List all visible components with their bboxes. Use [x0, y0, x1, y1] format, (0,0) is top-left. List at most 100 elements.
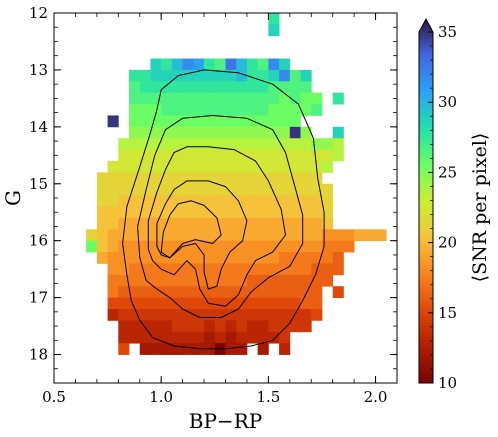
heatmap-cell: [300, 309, 312, 321]
heatmap-cell: [193, 331, 205, 344]
heatmap-cell: [268, 149, 280, 162]
heatmap-cell: [236, 206, 248, 219]
heatmap-cell: [193, 263, 205, 276]
heatmap-cell: [129, 217, 141, 230]
heatmap-cell: [321, 161, 334, 173]
heatmap-cell: [118, 138, 130, 151]
heatmap-cell: [225, 309, 237, 321]
heatmap-cell: [129, 172, 141, 185]
heatmap-cell: [139, 115, 151, 128]
heatmap-cell: [139, 183, 151, 196]
heatmap-cell: [150, 229, 162, 242]
heatmap-cell: [171, 240, 184, 253]
heatmap-cell: [225, 126, 237, 139]
contour-line: [147, 146, 286, 307]
heatmap-cell: [129, 274, 141, 287]
heatmap-cell: [182, 172, 194, 185]
heatmap-cell: [225, 229, 237, 242]
heatmap-cell: [300, 161, 312, 173]
heatmap-cell: [150, 104, 162, 116]
heatmap-cell: [279, 195, 291, 207]
heatmap-cell: [300, 286, 312, 299]
heatmap-cell: [150, 343, 162, 355]
heatmap-cell: [171, 149, 184, 162]
contour-line: [156, 180, 248, 290]
heatmap-cell: [246, 331, 259, 344]
heatmap-cell: [171, 274, 184, 287]
heatmap-cell: [257, 263, 269, 276]
heatmap-cell: [246, 263, 259, 276]
heatmap-cell: [139, 229, 151, 242]
heatmap-cell: [139, 104, 151, 116]
heatmap-cell: [279, 252, 291, 264]
heatmap-cell: [321, 217, 334, 230]
heatmap-cell: [257, 161, 269, 173]
heatmap-cell: [300, 138, 312, 151]
heatmap-cell: [289, 309, 301, 321]
heatmap-cell: [193, 92, 205, 105]
heatmap-cell: [257, 69, 269, 82]
heatmap-cell: [225, 343, 237, 355]
heatmap-cell: [129, 252, 141, 264]
heatmap-cell: [171, 195, 184, 207]
heatmap-cell: [182, 206, 194, 219]
heatmap-cell: [246, 183, 259, 196]
heatmap-cell: [171, 331, 184, 344]
heatmap-cell: [129, 206, 141, 219]
heatmap-cell: [236, 183, 248, 196]
heatmap-cell: [321, 252, 334, 264]
heatmap-cell: [129, 229, 141, 242]
heatmap-cell: [214, 263, 226, 276]
heatmap-cell: [225, 81, 237, 94]
heatmap-cell: [268, 183, 280, 196]
heatmap-cell: [118, 297, 130, 310]
heatmap-cell: [225, 331, 237, 344]
heatmap-cell: [150, 58, 162, 71]
heatmap-cell: [225, 217, 237, 230]
heatmap-cell: [300, 206, 312, 219]
heatmap-cell: [171, 343, 184, 355]
heatmap-cell: [268, 263, 280, 276]
heatmap-cell: [246, 69, 259, 82]
heatmap-cell: [96, 195, 108, 207]
heatmap-cell: [96, 172, 108, 185]
heatmap-cell: [118, 195, 130, 207]
heatmap-cell: [161, 320, 173, 333]
heatmap-cell: [204, 195, 216, 207]
heatmap-cell: [300, 263, 312, 276]
heatmap-cell: [161, 252, 173, 264]
colorbar-tick-label: 10: [438, 374, 457, 392]
colorbar-tick-label: 15: [438, 304, 457, 322]
heatmap-cell: [289, 240, 301, 253]
heatmap-cell: [150, 217, 162, 230]
heatmap-cell: [268, 217, 280, 230]
heatmap-cell: [289, 149, 301, 162]
heatmap-cell: [311, 206, 323, 219]
heatmap-cell: [246, 58, 259, 71]
heatmap-cell: [279, 274, 291, 287]
heatmap-cell: [268, 309, 280, 321]
heatmap-cell: [311, 309, 323, 321]
heatmap-cell: [246, 286, 259, 299]
heatmap-cell: [161, 274, 173, 287]
heatmap-cell: [300, 81, 312, 94]
heatmap-cell: [257, 206, 269, 219]
heatmap-cell: [214, 172, 226, 185]
heatmap-cell: [139, 172, 151, 185]
heatmap-cell: [311, 217, 323, 230]
heatmap-cell: [257, 183, 269, 196]
heatmap-cell: [257, 297, 269, 310]
heatmap-cell: [289, 252, 301, 264]
heatmap-cell: [96, 240, 108, 253]
heatmap-cell: [204, 286, 216, 299]
heatmap-cell: [96, 229, 108, 242]
heatmap-cell: [289, 195, 301, 207]
heatmap-cell: [236, 320, 248, 333]
heatmap-cell: [161, 69, 173, 82]
heatmap-cell: [311, 297, 323, 310]
heatmap-cell: [246, 104, 259, 116]
heatmap-cell: [279, 126, 291, 139]
heatmap-cell: [246, 149, 259, 162]
